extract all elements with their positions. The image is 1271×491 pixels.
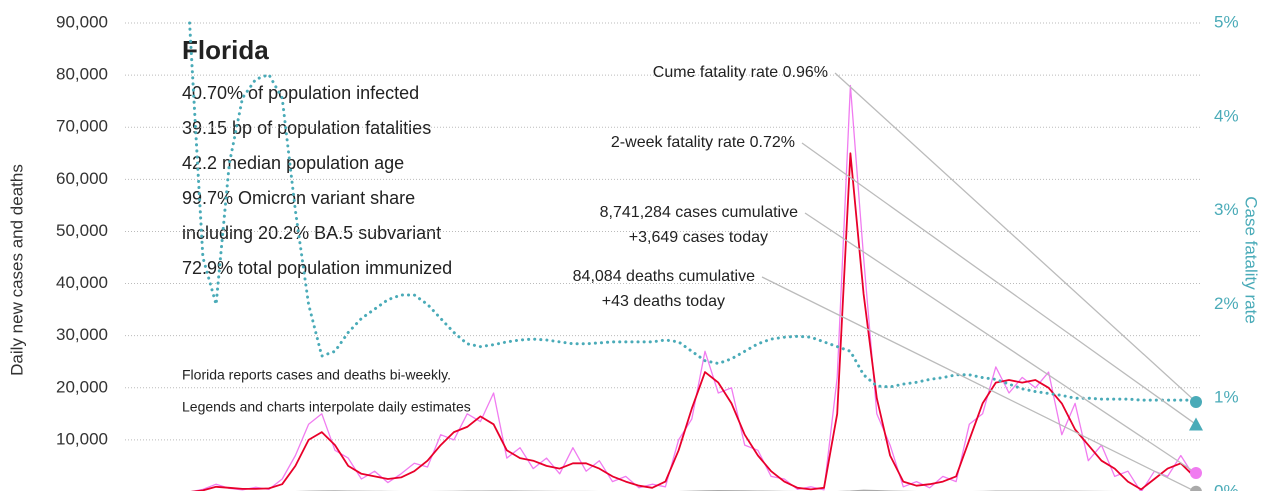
y-tick-label: 80,000 bbox=[56, 65, 108, 84]
y-tick-label: 90,000 bbox=[56, 12, 108, 31]
y-tick-label: 60,000 bbox=[56, 169, 108, 188]
end-marker bbox=[1190, 395, 1202, 408]
annotation-text: 2-week fatality rate 0.72% bbox=[611, 134, 795, 151]
series-line bbox=[191, 84, 1195, 491]
annotation-text: 84,084 deaths cumulative bbox=[573, 268, 755, 285]
y2-tick-label: 2% bbox=[1214, 294, 1239, 313]
annotation-text: Cume fatality rate 0.96% bbox=[653, 64, 828, 81]
note-line: Florida reports cases and deaths bi-week… bbox=[182, 367, 451, 383]
info-line: 40.70% of population infected bbox=[182, 83, 419, 103]
series-line bbox=[190, 152, 1195, 491]
y2-tick-label: 4% bbox=[1214, 106, 1239, 125]
y-tick-label: 20,000 bbox=[56, 377, 108, 396]
y-tick-label: 40,000 bbox=[56, 273, 108, 292]
y-tick-label: 50,000 bbox=[56, 221, 108, 240]
y-tick-label: 70,000 bbox=[56, 117, 108, 136]
note-line: Legends and charts interpolate daily est… bbox=[182, 399, 471, 415]
y-tick-label: 30,000 bbox=[56, 325, 108, 344]
chart-title: Florida bbox=[182, 35, 269, 65]
y2-tick-label: 0% bbox=[1214, 481, 1239, 491]
leader-line bbox=[834, 72, 1197, 403]
info-line: 39.15 bp of population fatalities bbox=[182, 118, 431, 138]
series-line bbox=[188, 21, 1196, 402]
annotation-text: +43 deaths today bbox=[602, 293, 725, 310]
y2-tick-label: 3% bbox=[1214, 200, 1239, 219]
leader-line bbox=[801, 142, 1197, 425]
leader-line bbox=[761, 276, 1196, 491]
annotation-text: 8,741,284 cases cumulative bbox=[600, 204, 798, 221]
info-line: 42.2 median population age bbox=[182, 153, 404, 173]
end-marker bbox=[1190, 485, 1202, 491]
y2-axis-label: Case fatality rate bbox=[1242, 196, 1261, 324]
info-line: 72.9% total population immunized bbox=[182, 258, 452, 278]
end-marker bbox=[1189, 417, 1203, 431]
y-axis-label: Daily new cases and deaths bbox=[7, 164, 26, 376]
leader-line bbox=[804, 212, 1197, 474]
info-line: 99.7% Omicron variant share bbox=[182, 188, 415, 208]
info-line: including 20.2% BA.5 subvariant bbox=[182, 223, 441, 243]
end-marker bbox=[1190, 466, 1202, 479]
y-tick-label: 10,000 bbox=[56, 429, 108, 448]
annotation-text: +3,649 cases today bbox=[629, 229, 768, 246]
y2-tick-label: 1% bbox=[1214, 388, 1239, 407]
y2-tick-label: 5% bbox=[1214, 12, 1239, 31]
